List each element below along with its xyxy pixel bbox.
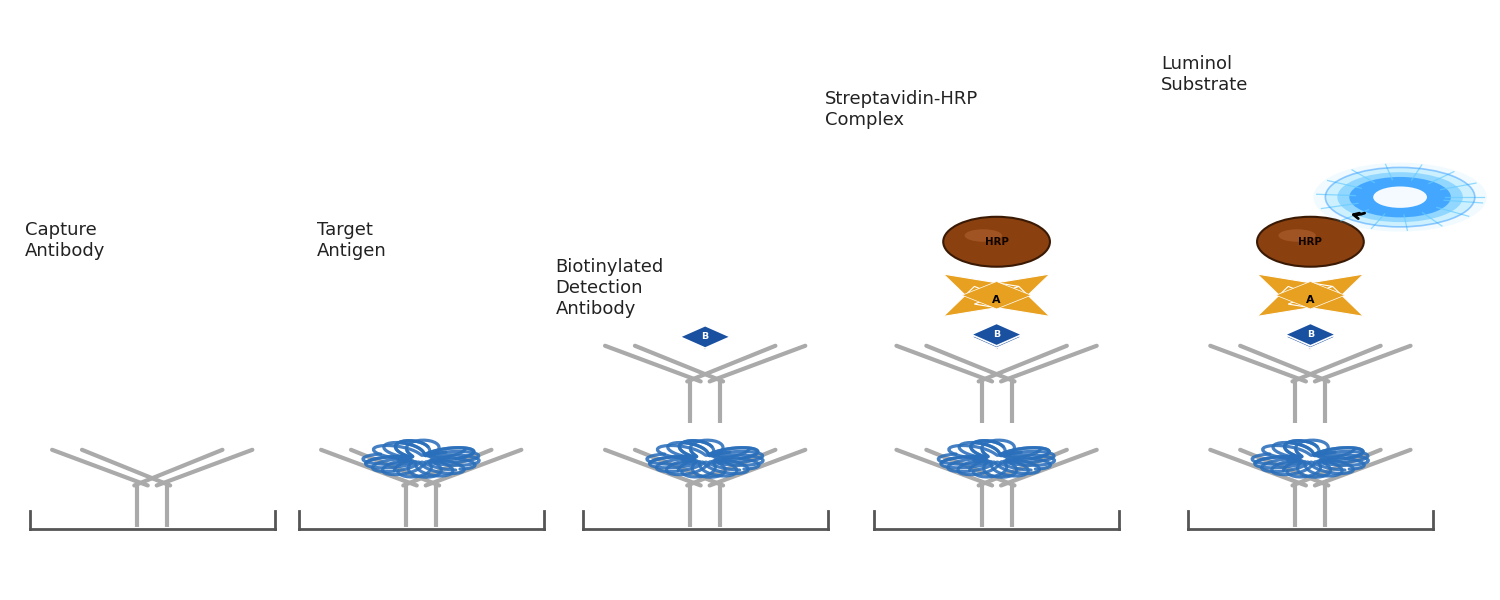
Text: Streptavidin-HRP
Complex: Streptavidin-HRP Complex <box>825 91 978 129</box>
Text: A: A <box>1306 295 1314 305</box>
Circle shape <box>1326 167 1474 227</box>
Polygon shape <box>1257 274 1332 304</box>
Text: Biotinylated
Detection
Antibody: Biotinylated Detection Antibody <box>555 259 664 318</box>
Text: B: B <box>1306 332 1314 341</box>
Text: B: B <box>1306 330 1314 339</box>
Ellipse shape <box>964 229 1002 242</box>
Polygon shape <box>975 274 1050 304</box>
Text: HRP: HRP <box>984 237 1008 247</box>
Ellipse shape <box>944 217 1050 267</box>
Polygon shape <box>970 323 1022 346</box>
Polygon shape <box>1286 326 1336 348</box>
Polygon shape <box>1276 281 1346 309</box>
Text: A: A <box>993 295 1000 305</box>
Polygon shape <box>962 281 1030 309</box>
Circle shape <box>1350 177 1450 217</box>
Ellipse shape <box>1278 229 1316 242</box>
Text: B: B <box>993 332 1000 341</box>
Circle shape <box>1372 187 1426 208</box>
Polygon shape <box>970 326 1022 348</box>
Polygon shape <box>944 286 1019 316</box>
Polygon shape <box>975 286 1050 316</box>
Text: B: B <box>702 332 708 341</box>
Ellipse shape <box>1257 217 1364 267</box>
Polygon shape <box>680 326 730 348</box>
Text: Luminol
Substrate: Luminol Substrate <box>1161 55 1248 94</box>
Text: B: B <box>993 330 1000 339</box>
Polygon shape <box>1286 323 1336 346</box>
Circle shape <box>1314 163 1486 232</box>
Polygon shape <box>1288 286 1364 316</box>
Polygon shape <box>944 274 1019 304</box>
Polygon shape <box>1257 286 1332 316</box>
Circle shape <box>1338 172 1462 222</box>
Text: Capture
Antibody: Capture Antibody <box>26 221 105 260</box>
Text: HRP: HRP <box>1299 237 1323 247</box>
Polygon shape <box>1288 274 1364 304</box>
Text: Target
Antigen: Target Antigen <box>316 221 387 260</box>
